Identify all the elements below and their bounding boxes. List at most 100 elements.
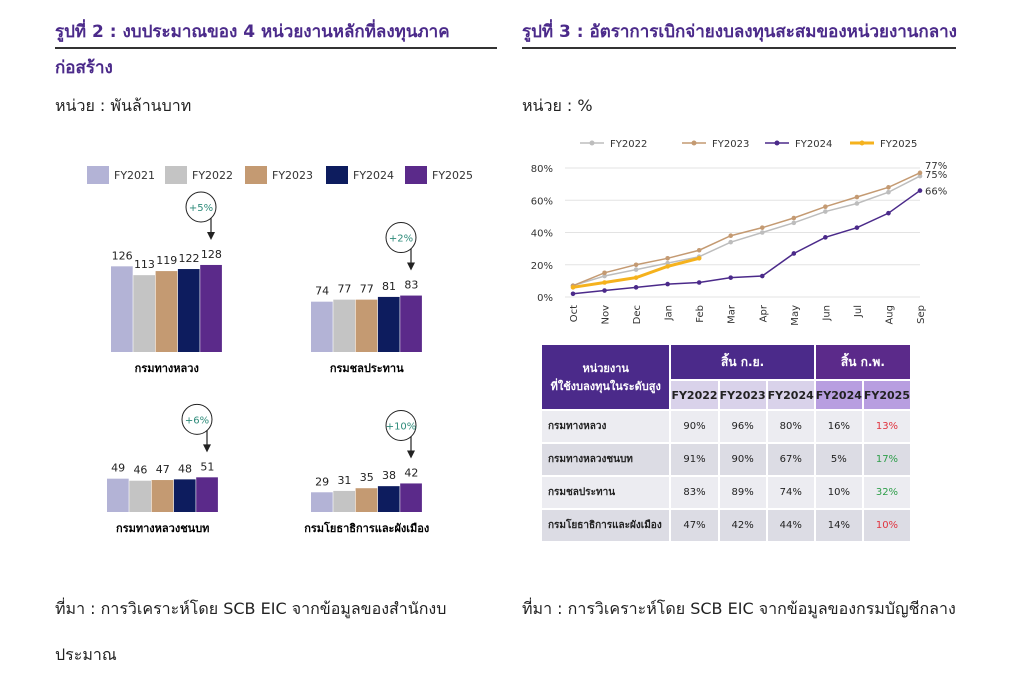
- table-cell: 10%: [815, 477, 862, 508]
- point: [696, 255, 702, 261]
- table-cell: 16%: [815, 411, 862, 442]
- change-label: +2%: [389, 234, 413, 245]
- bar-value: 83: [404, 279, 418, 292]
- bar: [311, 492, 333, 512]
- x-tick-label: Feb: [695, 305, 706, 323]
- legend-label: FY2023: [272, 169, 313, 182]
- table-cell: 80%: [767, 411, 814, 442]
- table-cell: 42%: [719, 510, 766, 541]
- legend-label: FY2021: [114, 169, 155, 182]
- point: [791, 251, 797, 256]
- point: [759, 230, 765, 235]
- table-cell: 17%: [863, 444, 910, 475]
- point: [854, 194, 860, 200]
- bar-value: 35: [360, 471, 374, 484]
- category-label: กรมชลประทาน: [330, 362, 404, 375]
- column-header: FY2022: [671, 381, 718, 409]
- point: [665, 260, 670, 266]
- group-cell: สิ้น ก.พ.: [815, 345, 910, 379]
- table-cell: 96%: [719, 411, 766, 442]
- figure-title: รูปที่ 3 : อัตราการเบิกจ่ายงบลงทุนสะสมขอ…: [522, 22, 957, 42]
- column-header: FY2024: [767, 381, 814, 409]
- point: [854, 225, 860, 230]
- change-badge: [181, 403, 213, 435]
- bar: [311, 301, 333, 352]
- x-tick-label: Aug: [884, 305, 895, 325]
- point: [633, 262, 639, 268]
- point: [570, 291, 576, 297]
- legend-dot: [589, 140, 595, 146]
- point: [823, 235, 828, 240]
- row-label: กรมทางหลวงชนบท: [542, 444, 670, 475]
- bar-value: 46: [133, 464, 147, 477]
- table-row: กรมโยธาธิการและผังเมือง 47% 42% 44% 14% 10%: [542, 510, 910, 541]
- table-cell: 44%: [767, 510, 814, 541]
- bar-value: 113: [134, 258, 155, 271]
- category-label: กรมทางหลวงชนบท: [116, 522, 209, 535]
- change-label: +5%: [189, 203, 213, 214]
- bar-value: 119: [156, 254, 177, 267]
- legend-dot: [691, 140, 697, 146]
- point: [759, 225, 765, 230]
- y-tick-label: 20%: [531, 261, 553, 272]
- legend-label: FY2024: [353, 169, 394, 182]
- table-cell: 47%: [671, 510, 718, 541]
- y-tick-label: 60%: [531, 196, 553, 207]
- row-label: กรมโยธาธิการและผังเมือง: [542, 510, 670, 541]
- point: [917, 173, 923, 179]
- header-text: หน่วยงาน: [582, 362, 629, 375]
- bar-value: 77: [360, 283, 374, 296]
- legend-dot: [774, 140, 780, 146]
- table-cell: 14%: [815, 510, 862, 541]
- column-header: FY2025: [863, 381, 910, 409]
- bar: [196, 477, 218, 512]
- bar: [111, 266, 133, 352]
- x-tick-label: Dec: [632, 305, 643, 324]
- end-label: 75%: [925, 170, 947, 181]
- bar: [400, 483, 422, 512]
- bar: [133, 275, 155, 352]
- arrow-head: [207, 231, 215, 240]
- bar-value: 74: [315, 285, 329, 298]
- series-line: [572, 189, 921, 295]
- bar-value: 122: [179, 252, 200, 265]
- bar: [355, 299, 378, 352]
- point: [854, 201, 860, 206]
- bar: [377, 486, 400, 512]
- row-label: กรมทางหลวง: [542, 411, 670, 442]
- end-label: 77%: [925, 161, 947, 172]
- change-badge: [385, 222, 417, 254]
- arrow-head: [203, 444, 211, 453]
- point: [759, 273, 765, 279]
- table-cell: 90%: [719, 444, 766, 475]
- bar-value: 47: [156, 463, 170, 476]
- bar-value: 51: [200, 460, 214, 473]
- table-row: กรมทางหลวงชนบท 91% 90% 67% 5% 17%: [542, 444, 910, 475]
- header-text: ที่ใช้งบลงทุนในระดับสูง: [550, 380, 661, 393]
- arrow-head: [407, 450, 415, 459]
- bar: [355, 488, 378, 512]
- column-header: FY2023: [719, 381, 766, 409]
- x-tick-label: Sep: [916, 305, 927, 324]
- point: [917, 170, 923, 176]
- legend-label: FY2022: [610, 139, 647, 150]
- point: [665, 255, 670, 261]
- legend-swatch: [87, 166, 109, 184]
- point: [570, 285, 576, 290]
- bar-value: 31: [337, 474, 351, 487]
- y-tick-label: 0%: [537, 293, 553, 304]
- change-badge: [385, 409, 417, 441]
- bar: [333, 490, 355, 512]
- bar: [107, 478, 129, 512]
- x-tick-label: May: [790, 305, 801, 326]
- point: [886, 185, 891, 190]
- bar-value: 128: [201, 248, 222, 261]
- legend-label: FY2024: [795, 139, 832, 150]
- x-tick-label: Oct: [569, 305, 580, 322]
- unit: หน่วย : %: [522, 96, 593, 115]
- row-label: กรมชลประทาน: [542, 477, 670, 508]
- x-tick-label: Nov: [601, 305, 612, 325]
- point: [823, 209, 828, 214]
- point: [823, 204, 828, 209]
